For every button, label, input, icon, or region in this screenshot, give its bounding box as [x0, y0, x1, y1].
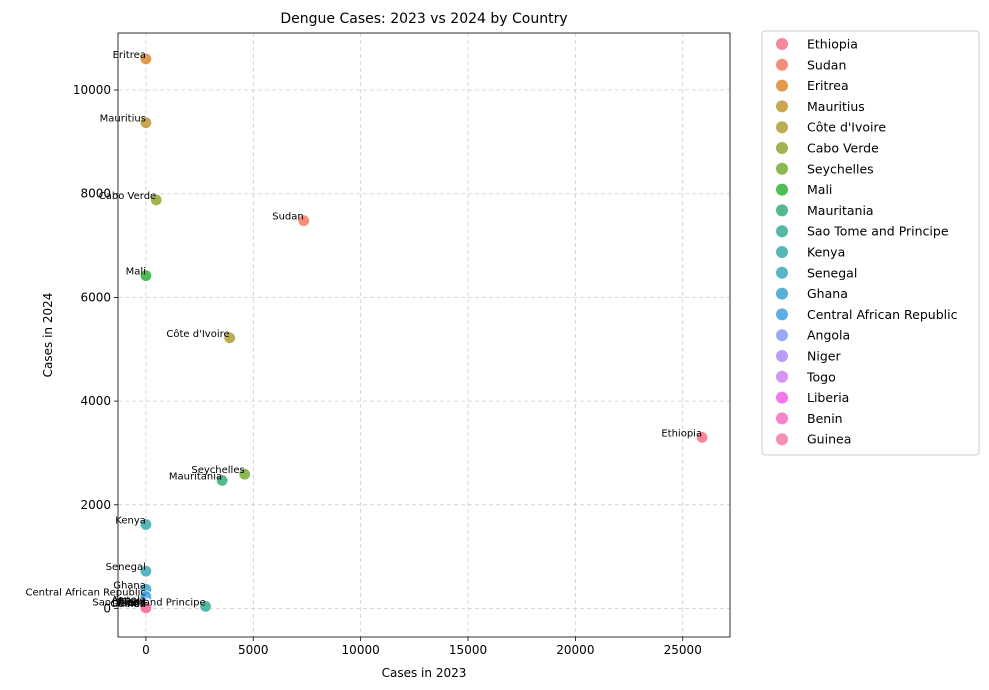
data-point: [199, 600, 212, 613]
point-label: Liberia: [112, 598, 146, 609]
x-tick-label: 20000: [556, 643, 594, 657]
legend-marker: [776, 308, 788, 321]
legend-marker: [776, 246, 788, 258]
y-tick-label: 6000: [80, 290, 111, 304]
legend-marker: [776, 350, 788, 362]
data-point: [139, 564, 153, 578]
legend-label: Guinea: [807, 432, 851, 447]
legend-marker: [776, 142, 788, 154]
point-label: Cabo Verde: [99, 191, 156, 202]
data-point: [139, 52, 153, 66]
legend-marker: [776, 225, 788, 238]
legend-label: Côte d'Ivoire: [807, 120, 886, 135]
point-labels: Ethiopia Sudan Eritrea Mauritius Côte d'Ivoi…: [26, 50, 703, 610]
y-tick-label: 4000: [80, 394, 111, 408]
data-point: [215, 474, 229, 487]
legend-box: [761, 30, 980, 456]
legend-label: Ghana: [807, 286, 848, 301]
data-point: [150, 193, 163, 207]
point-label: Benin: [117, 598, 145, 609]
legend-marker: [776, 121, 788, 134]
point-label: Côte d'Ivoire: [166, 328, 229, 340]
data-point: [238, 468, 251, 481]
y-axis-label: Cases in 2024: [41, 293, 55, 378]
legend-label: Mauritania: [807, 203, 874, 218]
data-point: [139, 269, 153, 282]
chart-title: Dengue Cases: 2023 vs 2024 by Country: [280, 11, 567, 27]
legend-label: Sao Tome and Principe: [807, 224, 949, 239]
point-label: Guinea: [110, 599, 145, 610]
data-points: [139, 52, 709, 615]
legend-label: Mali: [807, 182, 832, 197]
point-label: Sudan: [272, 212, 304, 223]
legend-label: Senegal: [807, 265, 857, 280]
legend-marker: [776, 391, 788, 404]
grid-lines: [118, 33, 730, 637]
legend-label: Seychelles: [807, 161, 874, 176]
x-tick-label: 10000: [342, 643, 380, 657]
legend-label: Togo: [806, 369, 836, 384]
data-point: [695, 431, 709, 444]
data-point: [297, 214, 310, 227]
legend-label: Ethiopia: [807, 37, 858, 52]
point-label: Senegal: [106, 562, 146, 573]
legend-label: Benin: [807, 411, 843, 426]
legend-marker: [776, 79, 788, 92]
legend-marker: [776, 329, 788, 342]
legend-label: Niger: [807, 349, 841, 364]
y-tick-label: 10000: [73, 83, 111, 97]
x-tick-label: 25000: [664, 643, 702, 657]
legend-label: Angola: [807, 328, 850, 343]
legend-marker: [776, 433, 788, 446]
y-tick-label: 8000: [80, 187, 111, 201]
legend-marker: [776, 38, 788, 50]
point-label: Central African Republic: [26, 588, 146, 599]
plot-frame: [117, 32, 731, 638]
legend-marker: [776, 204, 788, 217]
legend: Ethiopia Sudan Eritrea Mauritius Côte d'Ivoi…: [761, 30, 980, 456]
legend-label: Liberia: [807, 390, 849, 405]
point-label: Seychelles: [191, 465, 244, 476]
legend-label: Kenya: [807, 245, 845, 260]
legend-marker: [776, 58, 788, 71]
data-point: [139, 518, 153, 531]
legend-label: Sudan: [807, 57, 846, 72]
legend-marker: [776, 266, 788, 279]
point-label: Kenya: [115, 515, 146, 526]
point-label: Niger: [119, 596, 147, 607]
legend-marker: [776, 162, 788, 175]
data-point: [223, 331, 236, 345]
legend-marker: [776, 100, 788, 113]
point-label: Togo: [122, 597, 146, 608]
point-label: Mauritius: [100, 114, 146, 125]
legend-marker: [776, 183, 788, 196]
data-point: [139, 116, 153, 129]
y-tick-label: 2000: [80, 498, 111, 512]
x-tick-label: 15000: [449, 643, 487, 657]
legend-label: Cabo Verde: [807, 141, 879, 156]
x-tick-label: 0: [142, 643, 150, 657]
legend-marker: [776, 412, 788, 425]
point-label: Mauritania: [169, 471, 222, 482]
x-tick-label: 5000: [238, 643, 269, 657]
point-label: Eritrea: [113, 50, 146, 61]
point-label: Ethiopia: [661, 428, 702, 439]
data-point: [139, 601, 153, 615]
point-label: Ghana: [113, 580, 146, 591]
axis-ticks: 0 5000 10000 15000 20000 25000 0 2000 4000 6000 80…: [73, 83, 702, 657]
legend-label: Central African Republic: [807, 307, 958, 322]
point-label: Mali: [126, 267, 146, 278]
legend-label: Eritrea: [807, 78, 849, 93]
x-axis-label: Cases in 2023: [382, 666, 467, 680]
legend-marker: [776, 287, 788, 300]
legend-marker: [776, 370, 788, 383]
point-label: Angola: [111, 595, 146, 606]
y-tick-label: 0: [103, 601, 111, 615]
legend-label: Mauritius: [807, 99, 865, 114]
point-label: Sao Tome and Principe: [92, 597, 205, 608]
